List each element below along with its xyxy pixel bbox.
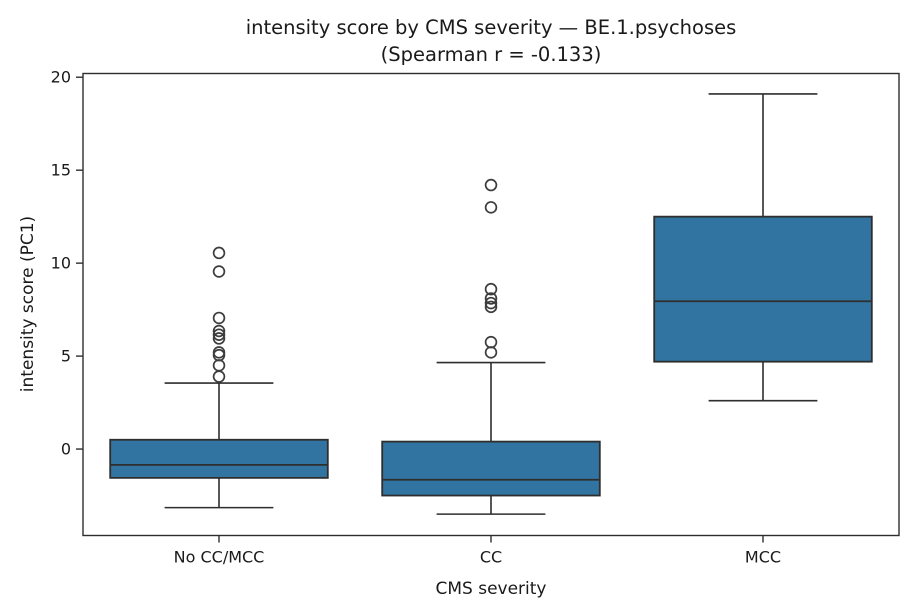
outlier-point bbox=[484, 178, 498, 192]
y-axis-label: intensity score (PC1) bbox=[18, 216, 38, 392]
chart-title: intensity score by CMS severity — BE.1.p… bbox=[246, 16, 737, 39]
outlier-point bbox=[212, 328, 226, 341]
outlier-point bbox=[212, 324, 226, 338]
x-tick-label: MCC bbox=[745, 548, 781, 567]
outlier-point bbox=[484, 282, 498, 296]
outlier-point bbox=[212, 359, 226, 372]
y-tick-label: 0 bbox=[61, 440, 71, 459]
x-axis-label: CMS severity bbox=[435, 579, 546, 599]
outlier-point bbox=[484, 300, 498, 314]
x-tick-label: No CC/MCC bbox=[174, 548, 265, 567]
outlier-point bbox=[212, 332, 226, 345]
box bbox=[653, 215, 873, 363]
outlier-point bbox=[484, 296, 498, 310]
outlier-point bbox=[484, 346, 498, 359]
plot-area: 0 5 10 15 20 No CC/MCC CC MCC bbox=[51, 68, 900, 567]
outlier-point bbox=[212, 246, 226, 260]
outlier-point bbox=[484, 292, 498, 305]
outlier-point bbox=[212, 311, 226, 325]
y-tick-label: 15 bbox=[51, 161, 71, 180]
box bbox=[381, 440, 601, 497]
outlier-point bbox=[212, 370, 226, 383]
box bbox=[109, 438, 329, 479]
outlier-point bbox=[212, 265, 226, 278]
y-tick-label: 20 bbox=[51, 68, 71, 87]
outlier-point bbox=[212, 346, 226, 359]
outlier-point bbox=[484, 201, 498, 214]
y-tick-label: 10 bbox=[51, 254, 71, 273]
outlier-point bbox=[484, 335, 498, 349]
y-tick-label: 5 bbox=[61, 347, 71, 366]
chart-subtitle: (Spearman r = -0.133) bbox=[381, 43, 602, 66]
x-tick-label: CC bbox=[480, 548, 502, 567]
